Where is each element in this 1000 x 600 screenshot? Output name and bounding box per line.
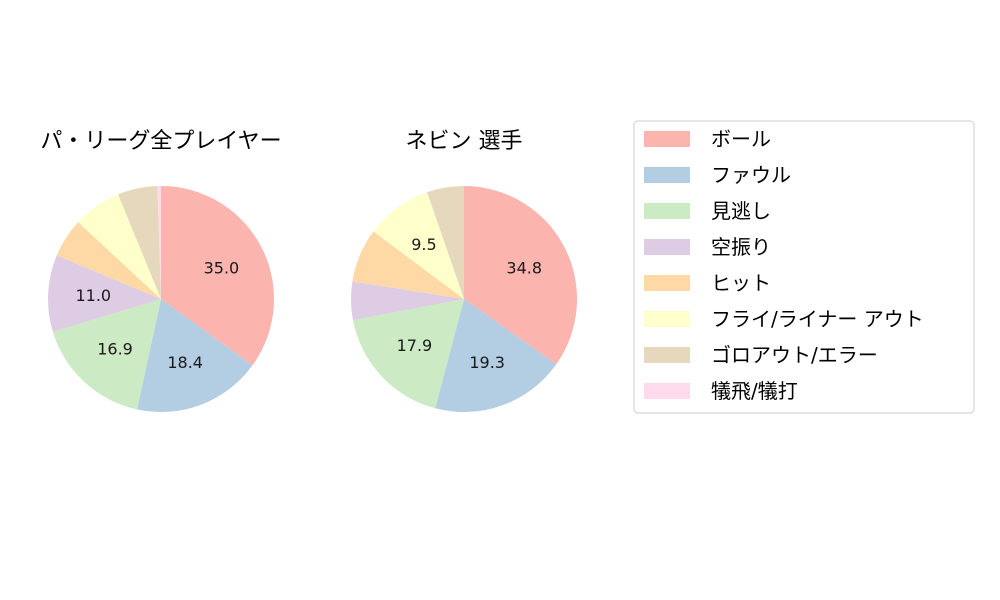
legend-swatch-called-strike bbox=[644, 203, 690, 219]
slice-label-called-strike: 16.9 bbox=[97, 339, 133, 358]
legend-label-hit: ヒット bbox=[711, 271, 771, 295]
legend-label-swinging-strike: 空振り bbox=[711, 235, 771, 259]
legend-label-ground-out-error: ゴロアウト/エラー bbox=[711, 343, 878, 367]
legend-swatch-sacrifice bbox=[644, 383, 690, 399]
legend-swatch-swinging-strike bbox=[644, 239, 690, 255]
pie-slice-called-strike bbox=[52, 299, 161, 410]
pie-slice-ball bbox=[161, 186, 275, 366]
pie-slice-fly-liner-out bbox=[373, 192, 464, 299]
legend-label-foul: ファウル bbox=[711, 163, 791, 187]
pie-slice-ground-out-error bbox=[118, 186, 161, 299]
slice-label-swinging-strike: 11.0 bbox=[75, 286, 111, 305]
pie-slice-foul bbox=[137, 299, 253, 412]
chart-title-player: ネビン 選手 bbox=[406, 129, 523, 154]
pie-slice-ground-out-error bbox=[427, 186, 464, 299]
pie-slice-hit bbox=[56, 222, 161, 299]
pie-slice-ball bbox=[464, 186, 578, 365]
slice-label-ball: 35.0 bbox=[204, 259, 240, 278]
pie-slice-swinging-strike bbox=[350, 281, 464, 321]
pie-slice-hit bbox=[352, 231, 464, 299]
pie-chart-league: 35.0 18.4 16.9 11.0 bbox=[47, 186, 275, 412]
pie-slice-sacrifice bbox=[157, 186, 161, 299]
legend-label-fly-liner-out: フライ/ライナー アウト bbox=[711, 307, 924, 331]
legend-swatch-ground-out-error bbox=[644, 347, 690, 363]
legend-frame bbox=[633, 120, 975, 414]
slice-label-foul: 18.4 bbox=[167, 353, 203, 372]
legend-label-ball: ボール bbox=[711, 127, 771, 151]
pie-slice-foul bbox=[435, 299, 557, 413]
chart-title-league: パ・リーグ全プレイヤー bbox=[40, 129, 281, 154]
legend-swatch-foul bbox=[644, 167, 690, 183]
pie-slice-fly-liner-out bbox=[78, 194, 161, 299]
legend-swatch-ball bbox=[644, 131, 690, 147]
legend-label-called-strike: 見逃し bbox=[711, 199, 771, 223]
slice-label-ball: 34.8 bbox=[506, 258, 542, 277]
pie-chart-player: 34.8 19.3 17.9 9.5 bbox=[350, 186, 578, 413]
pie-slice-swinging-strike bbox=[47, 255, 161, 332]
pie-slice-called-strike bbox=[353, 299, 464, 409]
legend-swatch-fly-liner-out bbox=[644, 311, 690, 327]
legend-swatch-hit bbox=[644, 275, 690, 291]
slice-label-foul: 19.3 bbox=[469, 353, 505, 372]
slice-label-called-strike: 17.9 bbox=[397, 336, 433, 355]
slice-label-fly-liner-out: 9.5 bbox=[411, 235, 436, 254]
legend-label-sacrifice: 犠飛/犠打 bbox=[711, 379, 798, 403]
